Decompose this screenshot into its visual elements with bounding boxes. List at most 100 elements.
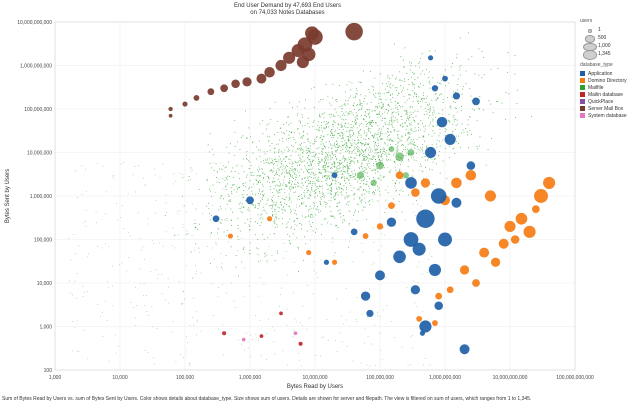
legend-item[interactable]: Server Mail Box bbox=[580, 105, 638, 112]
domino-directory-bubble[interactable] bbox=[515, 212, 528, 225]
server-mail-box-bubble[interactable] bbox=[168, 113, 173, 118]
system-database-bubble[interactable] bbox=[241, 337, 246, 342]
application-bubble[interactable] bbox=[442, 75, 448, 82]
domino-directory-bubble[interactable] bbox=[388, 202, 395, 210]
domino-directory-bubble[interactable] bbox=[306, 250, 312, 256]
application-bubble[interactable] bbox=[366, 309, 374, 317]
mailin-database-bubble[interactable] bbox=[222, 331, 227, 336]
domino-directory-bubble[interactable] bbox=[459, 265, 470, 275]
domino-directory-bubble[interactable] bbox=[498, 238, 509, 249]
domino-directory-bubble[interactable] bbox=[531, 205, 540, 213]
mailfile-bubble[interactable] bbox=[388, 146, 395, 152]
application-bubble[interactable] bbox=[438, 232, 452, 247]
application-bubble[interactable] bbox=[386, 217, 397, 227]
server-mail-box-bubble[interactable] bbox=[275, 59, 287, 72]
domino-directory-bubble[interactable] bbox=[472, 279, 480, 287]
mailfile-dot bbox=[260, 161, 262, 163]
server-mail-box-bubble[interactable] bbox=[283, 51, 296, 64]
application-bubble[interactable] bbox=[425, 146, 437, 159]
domino-directory-bubble[interactable] bbox=[465, 169, 477, 181]
domino-directory-bubble[interactable] bbox=[534, 189, 548, 203]
mailfile-dot bbox=[338, 164, 340, 166]
application-bubble[interactable] bbox=[431, 85, 439, 92]
domino-directory-bubble[interactable] bbox=[266, 216, 273, 222]
application-bubble[interactable] bbox=[419, 320, 432, 333]
domino-directory-bubble[interactable] bbox=[510, 235, 520, 244]
server-mail-box-bubble[interactable] bbox=[296, 55, 309, 69]
server-mail-box-bubble[interactable] bbox=[193, 95, 200, 101]
application-bubble[interactable] bbox=[412, 242, 426, 256]
server-mail-box-bubble[interactable] bbox=[264, 66, 275, 78]
application-bubble[interactable] bbox=[430, 188, 447, 204]
domino-directory-bubble[interactable] bbox=[416, 315, 423, 322]
domino-directory-bubble[interactable] bbox=[451, 177, 462, 189]
mailfile-bubble[interactable] bbox=[376, 161, 384, 170]
domino-directory-bubble[interactable] bbox=[227, 233, 234, 239]
application-bubble[interactable] bbox=[403, 232, 419, 247]
domino-directory-bubble[interactable] bbox=[420, 178, 431, 188]
domino-directory-bubble[interactable] bbox=[523, 225, 536, 238]
domino-directory-bubble[interactable] bbox=[490, 257, 501, 267]
domino-directory-bubble[interactable] bbox=[504, 220, 516, 232]
domino-directory-bubble[interactable] bbox=[543, 176, 556, 189]
application-bubble[interactable] bbox=[466, 161, 476, 170]
mailin-database-bubble[interactable] bbox=[259, 334, 264, 339]
application-bubble[interactable] bbox=[212, 215, 220, 223]
server-mail-box-bubble[interactable] bbox=[168, 106, 173, 112]
application-bubble[interactable] bbox=[428, 263, 442, 276]
server-mail-box-bubble[interactable] bbox=[345, 22, 363, 41]
server-mail-box-bubble[interactable] bbox=[242, 77, 252, 87]
mailfile-bubble[interactable] bbox=[370, 179, 377, 187]
domino-directory-bubble[interactable] bbox=[331, 259, 338, 265]
domino-directory-bubble[interactable] bbox=[362, 233, 369, 239]
domino-directory-bubble[interactable] bbox=[435, 292, 443, 300]
domino-directory-bubble[interactable] bbox=[411, 188, 420, 197]
server-mail-box-bubble[interactable] bbox=[231, 79, 240, 89]
mailfile-bubble[interactable] bbox=[395, 152, 404, 162]
application-bubble[interactable] bbox=[436, 116, 448, 128]
application-bubble[interactable] bbox=[416, 209, 435, 228]
application-bubble[interactable] bbox=[451, 197, 462, 208]
server-mail-box-bubble[interactable] bbox=[291, 44, 305, 58]
application-bubble[interactable] bbox=[428, 55, 434, 61]
mailin-database-bubble[interactable] bbox=[298, 341, 303, 346]
mailfile-dot bbox=[352, 176, 354, 178]
server-mail-box-bubble[interactable] bbox=[207, 88, 215, 96]
system-database-bubble[interactable] bbox=[293, 331, 298, 336]
application-bubble[interactable] bbox=[419, 330, 426, 336]
legend-item[interactable]: QuickPlace bbox=[580, 98, 638, 105]
server-mail-box-bubble[interactable] bbox=[305, 26, 319, 41]
application-bubble[interactable] bbox=[360, 291, 371, 301]
domino-directory-bubble[interactable] bbox=[479, 247, 490, 258]
application-bubble[interactable] bbox=[452, 92, 461, 100]
application-bubble[interactable] bbox=[331, 172, 338, 179]
legend-item[interactable]: Mailin database bbox=[580, 91, 638, 98]
legend-item[interactable]: Mailfile bbox=[580, 84, 638, 91]
mailin-database-bubble[interactable] bbox=[279, 311, 283, 316]
domino-directory-bubble[interactable] bbox=[446, 286, 454, 294]
domino-directory-bubble[interactable] bbox=[484, 190, 496, 202]
legend-item[interactable]: Application bbox=[580, 70, 638, 77]
application-bubble[interactable] bbox=[444, 133, 456, 145]
application-bubble[interactable] bbox=[393, 250, 406, 264]
mailfile-bubble[interactable] bbox=[402, 172, 410, 179]
application-bubble[interactable] bbox=[323, 259, 330, 265]
mailfile-bubble[interactable] bbox=[356, 171, 365, 179]
application-bubble[interactable] bbox=[375, 270, 385, 281]
server-mail-box-bubble[interactable] bbox=[220, 84, 229, 93]
application-bubble[interactable] bbox=[459, 344, 470, 355]
application-bubble[interactable] bbox=[434, 301, 443, 311]
domino-directory-bubble[interactable] bbox=[432, 320, 438, 326]
domino-directory-bubble[interactable] bbox=[395, 171, 404, 180]
legend-item[interactable]: Domino Directory bbox=[580, 77, 638, 84]
legend-item[interactable]: System database bbox=[580, 112, 638, 119]
application-bubble[interactable] bbox=[246, 196, 254, 205]
application-bubble[interactable] bbox=[472, 97, 480, 106]
server-mail-box-bubble[interactable] bbox=[256, 73, 267, 84]
server-mail-box-bubble[interactable] bbox=[182, 101, 188, 107]
mailfile-bubble[interactable] bbox=[407, 149, 415, 156]
application-bubble[interactable] bbox=[410, 285, 421, 295]
application-bubble[interactable] bbox=[350, 228, 358, 236]
domino-directory-bubble[interactable] bbox=[376, 223, 384, 230]
application-bubble[interactable] bbox=[405, 177, 417, 189]
